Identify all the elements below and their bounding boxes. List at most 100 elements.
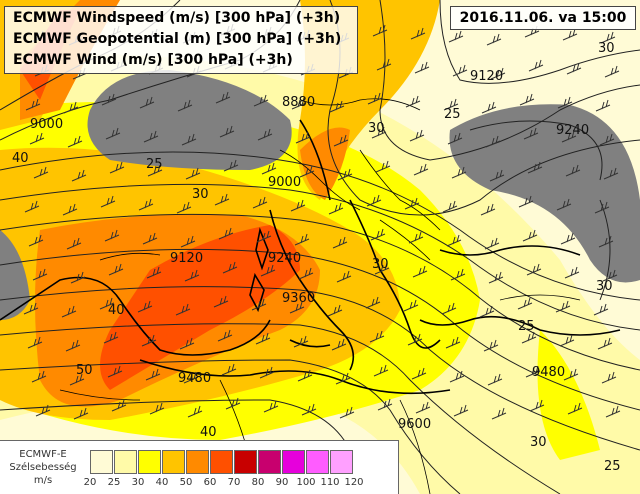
wind-barb (260, 264, 276, 277)
wind-barb (441, 302, 457, 315)
wind-barb (251, 298, 267, 311)
wind-barb (525, 365, 541, 378)
legend-model-name: ECMWF-E (19, 449, 67, 460)
wind-barb (453, 404, 469, 417)
wind-barb (219, 125, 235, 138)
legend-swatch (162, 450, 185, 474)
wind-barb (329, 100, 345, 113)
wind-barb (214, 193, 230, 206)
wind-barb (593, 303, 609, 316)
legend-tick-label: 20 (83, 477, 97, 488)
wind-barb (480, 203, 496, 216)
windspeed-label: 50 (76, 363, 93, 378)
wind-barb (223, 159, 239, 172)
wind-barb (487, 373, 503, 386)
wind-barb (294, 233, 310, 246)
legend-swatch (258, 450, 281, 474)
wind-barb (73, 407, 89, 420)
wind-barb (109, 161, 125, 174)
wind-barb (479, 305, 495, 318)
wind-barb (297, 369, 313, 382)
wind-barb (410, 27, 426, 40)
wind-barb (448, 30, 464, 43)
wind-barb (451, 166, 467, 179)
wind-barb (69, 373, 85, 386)
wind-barb (523, 127, 539, 140)
wind-barb (331, 338, 347, 351)
legend-swatch (114, 450, 137, 474)
wind-barb (290, 199, 306, 212)
windspeed-label: 30 (598, 41, 615, 56)
wind-barb (263, 400, 279, 413)
windspeed-label: 30 (596, 279, 613, 294)
windspeed-label: 25 (604, 459, 621, 474)
wind-barb (218, 227, 234, 240)
wind-barb (528, 59, 544, 72)
geopotential-label: 9000 (30, 117, 63, 132)
wind-barb (604, 65, 620, 78)
windspeed-label: 25 (146, 157, 163, 172)
wind-barb (483, 339, 499, 352)
geopotential-label: 9120 (170, 251, 203, 266)
wind-barb (414, 61, 430, 74)
wind-barb (179, 337, 195, 350)
wind-barb (374, 262, 390, 275)
wind-barb (24, 200, 40, 213)
wind-barb (601, 371, 617, 384)
wind-barb (522, 229, 538, 242)
geopotential-label: 9480 (178, 371, 211, 386)
legend-swatch (90, 450, 113, 474)
legend-tick-label: 70 (227, 477, 241, 488)
wind-barb (557, 96, 573, 109)
wind-barb (32, 268, 48, 281)
wind-barb (333, 134, 349, 147)
wind-barb (298, 267, 314, 280)
wind-barb (366, 194, 382, 207)
wind-barb (63, 101, 79, 114)
wind-barb (257, 128, 273, 141)
wind-barb (139, 96, 155, 109)
wind-barb (259, 366, 275, 379)
geopotential-label: 9000 (268, 175, 301, 190)
wind-barb (567, 402, 583, 415)
windspeed-label: 30 (530, 435, 547, 450)
wind-barb (376, 58, 392, 71)
legend-unit: m/s (33, 475, 53, 486)
wind-barb (442, 200, 458, 213)
wind-barb (101, 93, 117, 106)
wind-band-30-east (537, 330, 600, 460)
wind-barb (31, 370, 47, 383)
wind-barb (35, 404, 51, 417)
wind-barb (365, 296, 381, 309)
wind-barb (176, 201, 192, 214)
wind-barb (409, 129, 425, 142)
wind-barb (105, 127, 121, 140)
wind-barb (519, 93, 535, 106)
wind-barb (183, 371, 199, 384)
wind-barb (295, 131, 311, 144)
windspeed-label: 25 (518, 319, 535, 334)
wind-barb (491, 407, 507, 420)
wind-barb (261, 162, 277, 175)
wind-barb (67, 135, 83, 148)
wind-barb (518, 195, 534, 208)
wind-barb (141, 334, 157, 347)
wind-barb (293, 335, 309, 348)
wind-barb (481, 101, 497, 114)
geopotential-label: 9360 (282, 291, 315, 306)
wind-barb (405, 95, 421, 108)
windspeed-label: 25 (444, 107, 461, 122)
wind-barb (213, 295, 229, 308)
wind-barb (138, 198, 154, 211)
windspeed-label: 40 (200, 425, 217, 440)
legend-tick-label: 25 (107, 477, 121, 488)
wind-barb (563, 368, 579, 381)
wind-barb (299, 165, 315, 178)
wind-barb (370, 228, 386, 241)
wind-barb (28, 234, 44, 247)
wind-barb (486, 33, 502, 46)
wind-barb (447, 132, 463, 145)
wind-barb (143, 130, 159, 143)
